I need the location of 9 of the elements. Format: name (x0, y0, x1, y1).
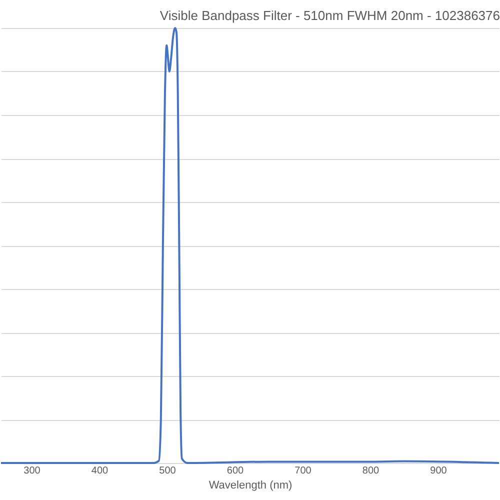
x-tick-label: 600 (226, 466, 244, 476)
x-tick-label: 400 (91, 466, 109, 476)
x-tick-label: 500 (159, 466, 176, 476)
x-tick-label: 900 (430, 466, 448, 476)
x-tick-label: 800 (362, 466, 380, 476)
x-axis-title: Wavelength (nm) (208, 480, 292, 492)
x-tick-label: 300 (24, 466, 41, 476)
chart-title: Visible Bandpass Filter - 510nm FWHM 20nm - 102386376 (160, 8, 500, 23)
x-tick-label: 700 (294, 466, 312, 476)
